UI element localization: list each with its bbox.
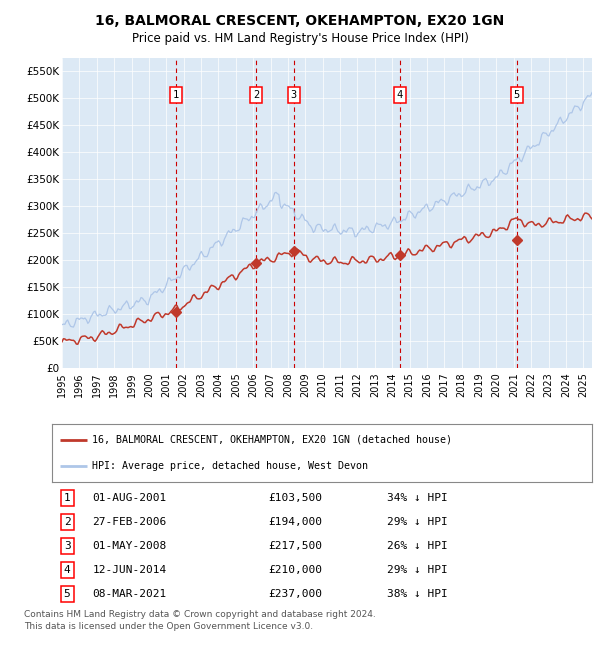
- Text: £210,000: £210,000: [268, 565, 322, 575]
- Text: Price paid vs. HM Land Registry's House Price Index (HPI): Price paid vs. HM Land Registry's House …: [131, 32, 469, 45]
- Text: £217,500: £217,500: [268, 541, 322, 551]
- Text: HPI: Average price, detached house, West Devon: HPI: Average price, detached house, West…: [92, 462, 368, 471]
- Text: 08-MAR-2021: 08-MAR-2021: [92, 589, 167, 599]
- Text: 1: 1: [173, 90, 179, 100]
- Text: 2: 2: [64, 517, 70, 527]
- Text: 16, BALMORAL CRESCENT, OKEHAMPTON, EX20 1GN: 16, BALMORAL CRESCENT, OKEHAMPTON, EX20 …: [95, 14, 505, 28]
- Text: 01-MAY-2008: 01-MAY-2008: [92, 541, 167, 551]
- Text: 26% ↓ HPI: 26% ↓ HPI: [387, 541, 448, 551]
- Text: 38% ↓ HPI: 38% ↓ HPI: [387, 589, 448, 599]
- Text: 4: 4: [397, 90, 403, 100]
- Text: 1: 1: [64, 493, 70, 503]
- Text: £237,000: £237,000: [268, 589, 322, 599]
- Text: £103,500: £103,500: [268, 493, 322, 503]
- Text: 27-FEB-2006: 27-FEB-2006: [92, 517, 167, 527]
- Text: 01-AUG-2001: 01-AUG-2001: [92, 493, 167, 503]
- Text: 5: 5: [64, 589, 70, 599]
- Text: 4: 4: [64, 565, 70, 575]
- Text: £194,000: £194,000: [268, 517, 322, 527]
- Text: 34% ↓ HPI: 34% ↓ HPI: [387, 493, 448, 503]
- Text: 29% ↓ HPI: 29% ↓ HPI: [387, 565, 448, 575]
- Text: 16, BALMORAL CRESCENT, OKEHAMPTON, EX20 1GN (detached house): 16, BALMORAL CRESCENT, OKEHAMPTON, EX20 …: [92, 435, 452, 445]
- Text: Contains HM Land Registry data © Crown copyright and database right 2024.: Contains HM Land Registry data © Crown c…: [24, 610, 376, 619]
- Text: 3: 3: [290, 90, 297, 100]
- Text: 29% ↓ HPI: 29% ↓ HPI: [387, 517, 448, 527]
- Text: 12-JUN-2014: 12-JUN-2014: [92, 565, 167, 575]
- Text: 2: 2: [253, 90, 259, 100]
- Text: 3: 3: [64, 541, 70, 551]
- Text: This data is licensed under the Open Government Licence v3.0.: This data is licensed under the Open Gov…: [24, 622, 313, 631]
- Text: 5: 5: [514, 90, 520, 100]
